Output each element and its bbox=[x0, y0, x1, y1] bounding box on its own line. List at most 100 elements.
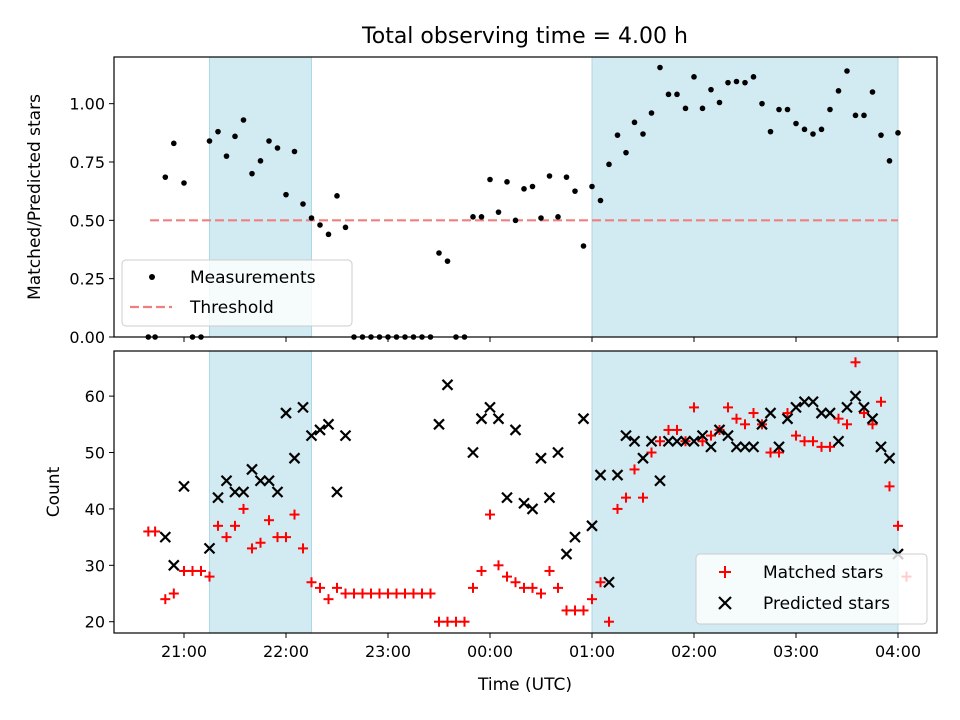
matched-stars-point bbox=[247, 543, 257, 554]
measurements-point bbox=[512, 217, 519, 224]
matched-stars-point bbox=[876, 396, 886, 407]
matched-stars-point bbox=[825, 441, 835, 452]
matched-stars-point bbox=[621, 492, 631, 503]
x-tick-label: 04:00 bbox=[875, 642, 921, 661]
predicted-stars-point bbox=[790, 401, 802, 414]
measurements-point bbox=[240, 117, 247, 123]
matched-stars-point bbox=[417, 588, 427, 599]
predicted-stars-point bbox=[875, 441, 887, 453]
measurements-point bbox=[444, 258, 451, 264]
measurements-point bbox=[181, 180, 187, 186]
matched-stars-point bbox=[425, 588, 436, 599]
matched-stars-point bbox=[204, 571, 215, 582]
measurements-point bbox=[699, 105, 706, 112]
measurements-point bbox=[844, 68, 850, 74]
measurements-point bbox=[206, 138, 213, 144]
predicted-stars-point bbox=[322, 418, 335, 431]
matched-stars-point bbox=[629, 464, 640, 475]
measurements-point bbox=[521, 186, 527, 192]
top-shaded-interval bbox=[591, 56, 899, 338]
chart-title: Total observing time = 4.00 h bbox=[361, 24, 688, 49]
legend-measurements-marker bbox=[149, 274, 155, 280]
top-y-axis-label: Matched/Predicted stars bbox=[25, 94, 45, 300]
predicted-stars-point bbox=[747, 441, 760, 453]
bottom-axes: 20 30 40 50 60 21:00 22:00 23:00 00:00 01:00 02:00… bbox=[85, 350, 938, 661]
matched-stars-point bbox=[689, 402, 699, 413]
matched-stars-point bbox=[510, 577, 521, 588]
predicted-stars-point bbox=[492, 412, 505, 425]
matched-stars-point bbox=[374, 588, 385, 599]
predicted-stars-point bbox=[637, 452, 649, 464]
matched-stars-point bbox=[213, 520, 223, 531]
matched-stars-point bbox=[544, 565, 555, 576]
x-tick-label: 23:00 bbox=[365, 642, 411, 661]
bottom-y-tick-label: 50 bbox=[85, 444, 105, 463]
measurements-point bbox=[886, 158, 893, 164]
top-plot-frame bbox=[113, 56, 938, 338]
matched-stars-point bbox=[536, 588, 546, 599]
predicted-stars-point bbox=[501, 491, 513, 504]
measurements-point bbox=[223, 153, 230, 159]
predicted-stars-point bbox=[314, 424, 326, 436]
matched-stars-point bbox=[306, 577, 317, 588]
bottom-y-tick-label: 60 bbox=[85, 387, 105, 406]
predicted-stars-point bbox=[730, 441, 743, 453]
predicted-stars-point bbox=[509, 424, 522, 436]
predicted-stars-point bbox=[671, 435, 683, 448]
measurements-point bbox=[555, 214, 561, 220]
measurements-point bbox=[852, 112, 859, 119]
matched-stars-point bbox=[434, 616, 444, 627]
x-tick-label: 02:00 bbox=[671, 642, 717, 661]
bottom-shaded-interval bbox=[209, 350, 312, 634]
predicted-stars-point bbox=[159, 531, 172, 543]
x-tick-label: 22:00 bbox=[263, 642, 309, 661]
measurements-point bbox=[801, 126, 808, 133]
measurements-point bbox=[759, 100, 765, 107]
measurements-point bbox=[546, 173, 553, 179]
matched-stars-point bbox=[587, 594, 597, 605]
measurements-point bbox=[606, 161, 612, 168]
measurements-point bbox=[162, 174, 169, 180]
predicted-stars-point bbox=[688, 435, 700, 448]
matched-stars-point bbox=[160, 594, 171, 605]
matched-stars-point bbox=[646, 447, 657, 458]
predicted-stars-point bbox=[679, 435, 692, 448]
matched-stars-point bbox=[816, 441, 827, 452]
measurements-point bbox=[274, 145, 281, 151]
predicted-stars-point bbox=[705, 441, 717, 453]
bottom-y-axis-label: Count bbox=[44, 466, 64, 517]
measurements-point bbox=[538, 215, 544, 221]
matched-stars-point bbox=[740, 419, 750, 430]
matched-stars-point bbox=[323, 594, 334, 605]
matched-stars-point bbox=[595, 577, 606, 588]
predicted-stars-point bbox=[603, 576, 615, 589]
measurements-point bbox=[878, 132, 884, 138]
matched-stars-point bbox=[808, 436, 818, 447]
matched-stars-point bbox=[519, 582, 529, 593]
measurements-point bbox=[563, 174, 570, 180]
matched-stars-point bbox=[315, 582, 325, 593]
matched-stars-point bbox=[408, 588, 419, 599]
matched-stars-point bbox=[859, 408, 869, 419]
matched-stars-point bbox=[612, 503, 623, 514]
matched-stars-point bbox=[561, 605, 572, 616]
bottom-y-tick-label: 20 bbox=[85, 613, 105, 632]
matched-stars-point bbox=[578, 605, 589, 616]
measurements-point bbox=[572, 188, 578, 194]
measurements-point bbox=[793, 120, 799, 127]
legend-matched-marker bbox=[719, 566, 731, 578]
legend-measurements-label: Measurements bbox=[190, 268, 316, 288]
predicted-stars-point bbox=[722, 429, 734, 442]
matched-stars-point bbox=[150, 526, 161, 537]
matched-stars-point bbox=[485, 509, 495, 520]
top-panel: 0.00 0.25 0.50 0.75 1.00 Matched/Predicted s… bbox=[25, 56, 938, 347]
matched-stars-point bbox=[442, 616, 453, 627]
matched-stars-point bbox=[468, 582, 478, 593]
matched-stars-point bbox=[340, 588, 351, 599]
measurements-point bbox=[810, 131, 816, 137]
predicted-stars-point bbox=[654, 474, 666, 487]
matched-stars-point bbox=[272, 532, 283, 543]
measurements-point bbox=[504, 179, 510, 185]
matched-stars-point bbox=[638, 492, 648, 503]
matched-stars-point bbox=[493, 560, 504, 571]
